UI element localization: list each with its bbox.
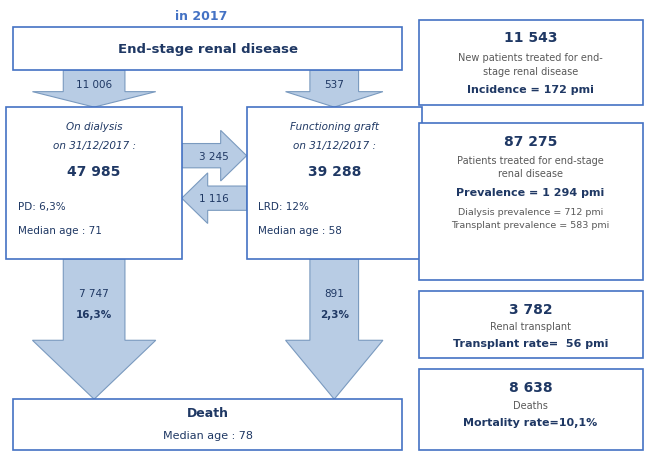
Text: Median age : 58: Median age : 58 [258,226,342,236]
Polygon shape [286,259,383,399]
Text: End-stage renal disease: End-stage renal disease [117,43,298,56]
Polygon shape [32,259,156,399]
Text: 7 747: 7 747 [79,289,109,299]
Text: on 31/12/2017 :: on 31/12/2017 : [293,140,376,151]
Polygon shape [286,71,383,108]
Text: 87 275: 87 275 [504,134,557,148]
Text: 2,3%: 2,3% [320,309,349,319]
Text: 537: 537 [324,80,344,90]
FancyBboxPatch shape [419,124,643,280]
Text: 39 288: 39 288 [308,165,361,179]
Text: Functioning graft: Functioning graft [289,122,379,132]
Text: renal disease: renal disease [498,168,563,179]
Text: Deaths: Deaths [513,400,548,410]
FancyBboxPatch shape [13,399,402,450]
Text: on 31/12/2017 :: on 31/12/2017 : [53,140,136,151]
Text: On dialysis: On dialysis [66,122,123,132]
Polygon shape [182,131,247,182]
FancyBboxPatch shape [13,28,402,71]
Text: 11 543: 11 543 [504,31,557,45]
Text: 3 782: 3 782 [509,302,552,316]
Text: Transplant prevalence = 583 pmi: Transplant prevalence = 583 pmi [452,220,609,230]
Text: 891: 891 [324,289,344,299]
FancyBboxPatch shape [419,21,643,106]
Text: Dialysis prevalence = 712 pmi: Dialysis prevalence = 712 pmi [458,207,603,217]
Polygon shape [182,174,247,224]
Text: Patients treated for end-stage: Patients treated for end-stage [457,156,604,166]
Text: 1 116: 1 116 [199,194,229,204]
Text: 16,3%: 16,3% [76,309,112,319]
Text: Median age : 71: Median age : 71 [18,226,102,236]
Text: Prevalence = 1 294 pmi: Prevalence = 1 294 pmi [456,188,605,198]
Polygon shape [32,71,156,108]
Text: Transplant rate=  56 pmi: Transplant rate= 56 pmi [453,338,608,348]
Text: Incidence = 172 pmi: Incidence = 172 pmi [467,84,594,95]
Text: 3 245: 3 245 [199,151,229,161]
Text: Mortality rate=10,1%: Mortality rate=10,1% [463,417,598,427]
FancyBboxPatch shape [247,108,422,259]
Text: PD: 6,3%: PD: 6,3% [18,202,66,212]
Text: 11 006: 11 006 [76,80,112,90]
FancyBboxPatch shape [419,291,643,358]
Text: New patients treated for end-: New patients treated for end- [458,53,603,63]
Text: stage renal disease: stage renal disease [483,67,578,77]
FancyBboxPatch shape [6,108,182,259]
Text: Death: Death [187,407,228,420]
Text: 8 638: 8 638 [509,380,552,394]
FancyBboxPatch shape [419,369,643,450]
Text: 47 985: 47 985 [67,165,121,179]
Text: LRD: 12%: LRD: 12% [258,202,309,212]
Text: Renal transplant: Renal transplant [490,321,571,331]
Text: in 2017: in 2017 [175,10,227,22]
Text: Median age : 78: Median age : 78 [163,430,252,440]
